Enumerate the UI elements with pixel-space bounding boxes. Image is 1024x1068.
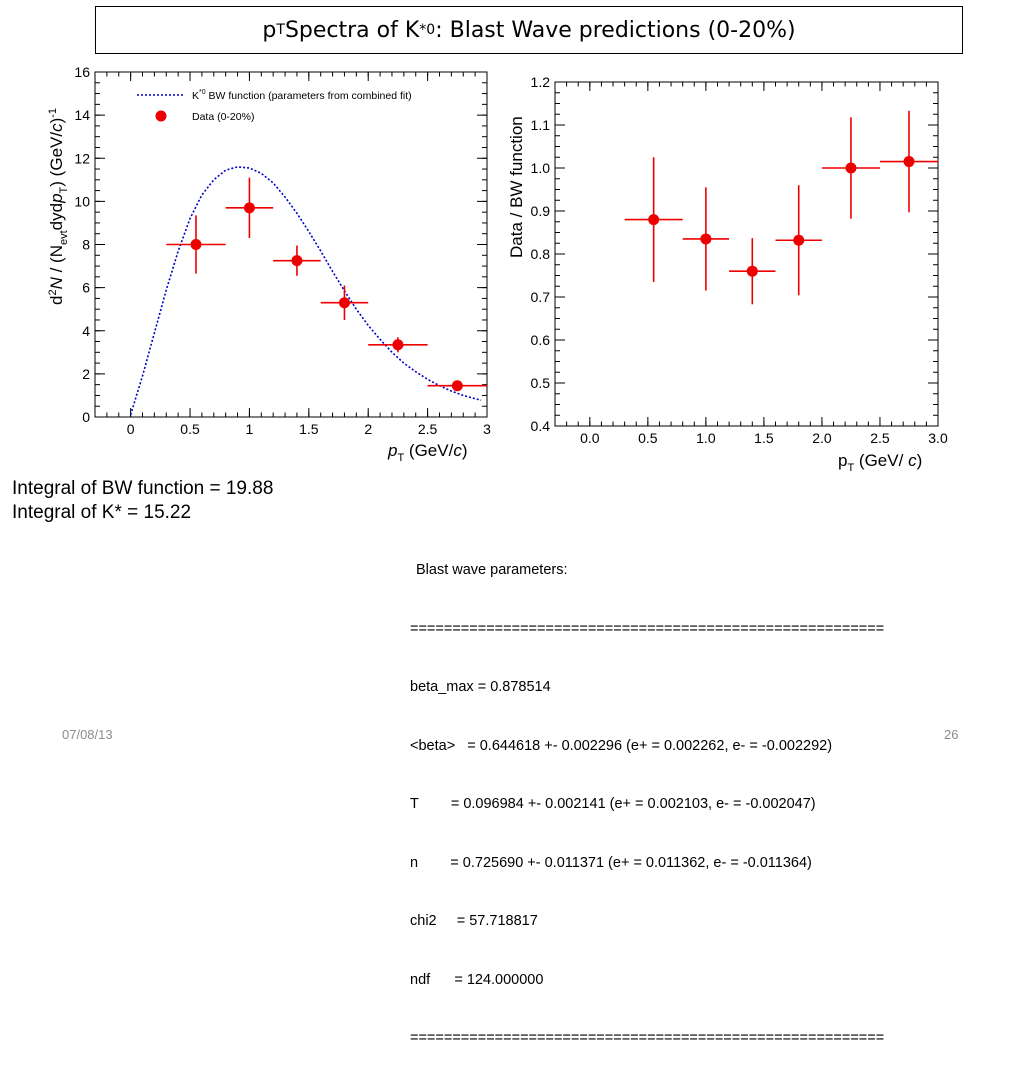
params-header: Blast wave parameters: <box>416 562 568 578</box>
legend-data-marker <box>155 110 167 122</box>
param-line: T = 0.096984 +- 0.002141 (e+ = 0.002103,… <box>410 796 816 812</box>
integrals-text: Integral of BW function = 19.88 Integral… <box>12 477 273 525</box>
bw-function-curve <box>129 166 482 416</box>
ratio-plot-frame <box>554 81 939 427</box>
data-marker <box>392 339 404 351</box>
title-mid: Spectra of K <box>284 17 420 43</box>
ratio-y-axis-title: Data / BW function <box>507 116 526 258</box>
ratio-chart: 0.0 0.5 1.0 1.5 2.0 2.5 3.0 0.4 0.5 0.6 0.7 0.8 0.9… <box>507 74 948 474</box>
x-tick-label: 0.5 <box>638 430 658 446</box>
y-tick-label: 2 <box>82 366 90 382</box>
data-marker <box>291 255 303 267</box>
x-tick-label: 3 <box>483 421 491 437</box>
x-tick-label: 2.5 <box>418 421 438 437</box>
y-tick-label: 10 <box>74 193 90 209</box>
integral-kstar: Integral of K* = 15.22 <box>12 502 192 523</box>
footer-page-number: 26 <box>944 727 959 742</box>
data-point <box>775 185 822 296</box>
y-tick-label: 1.2 <box>531 74 551 90</box>
data-point <box>682 187 730 291</box>
x-tick-label: 2.5 <box>870 430 890 446</box>
x-tick-label: 1 <box>246 421 254 437</box>
data-point <box>624 157 683 282</box>
x-tick-label: 2.0 <box>812 430 832 446</box>
data-point <box>166 215 226 274</box>
x-tick-label: 0.5 <box>180 421 200 437</box>
data-marker <box>700 233 712 245</box>
data-marker <box>648 214 660 226</box>
title-p-sub: T <box>276 22 285 38</box>
x-tick-label: 1.0 <box>696 430 716 446</box>
spectra-plot-frame <box>94 71 488 418</box>
x-tick-label: 2 <box>364 421 372 437</box>
data-point <box>427 380 487 392</box>
data-point <box>368 337 428 353</box>
title-p: p <box>262 17 277 43</box>
data-marker <box>903 156 915 168</box>
spectra-y-axis-title: d2N / (NevtdydpT) (GeV/c)-1 <box>47 108 70 305</box>
y-tick-label: 1.0 <box>531 160 551 176</box>
y-tick-label: 4 <box>82 323 90 339</box>
x-tick-label: 3.0 <box>928 430 948 446</box>
param-line: n = 0.725690 +- 0.011371 (e+ = 0.011362,… <box>410 854 812 871</box>
data-marker <box>338 297 350 309</box>
param-line: chi2 = 57.718817 <box>410 913 538 929</box>
x-tick-label: 1.5 <box>299 421 319 437</box>
data-point <box>821 117 880 219</box>
y-tick-label: 8 <box>82 237 90 253</box>
blast-wave-parameters: Blast wave parameters: =================… <box>410 522 884 1068</box>
data-point <box>273 245 321 276</box>
y-tick-label: 0.4 <box>531 418 551 434</box>
y-tick-label: 16 <box>74 64 90 80</box>
y-tick-label: 0.6 <box>531 332 551 348</box>
x-tick-label: 0 <box>127 421 135 437</box>
params-separator-top: ========================================… <box>410 620 885 637</box>
data-point <box>729 238 776 305</box>
y-tick-label: 12 <box>74 150 90 166</box>
param-line: <beta> = 0.644618 +- 0.002296 (e+ = 0.00… <box>410 737 833 754</box>
x-tick-label: 0.0 <box>580 430 600 446</box>
spectra-chart: 0 0.5 1 1.5 2 2.5 3 0 2 4 6 8 10 12 14 16 K*0 BW funct… <box>47 64 491 464</box>
y-tick-label: 0.7 <box>531 289 551 305</box>
x-tick-label: 1.5 <box>754 430 774 446</box>
data-marker <box>845 162 857 174</box>
data-point <box>320 285 369 320</box>
footer-date: 07/08/13 <box>62 727 113 742</box>
data-point <box>225 177 274 239</box>
legend-bw-label: K*0 BW function (parameters from combine… <box>192 89 412 102</box>
data-marker <box>190 239 202 250</box>
y-tick-label: 6 <box>82 280 90 296</box>
spectra-x-axis-title: pT (GeV/c) <box>387 441 468 464</box>
data-marker <box>243 202 255 214</box>
title-rest: : Blast Wave predictions (0-20%) <box>435 17 796 43</box>
legend-data-label: Data (0-20%) <box>192 111 254 123</box>
ratio-x-axis-title: pT (GeV/ c) <box>838 451 922 474</box>
param-line: ndf = 124.000000 <box>410 971 544 988</box>
integral-bw: Integral of BW function = 19.88 <box>12 478 274 499</box>
y-tick-label: 0.8 <box>531 246 551 262</box>
data-marker <box>793 234 805 246</box>
y-tick-label: 0.5 <box>531 375 551 391</box>
data-marker <box>746 265 758 277</box>
y-tick-label: 0 <box>82 409 90 425</box>
data-marker <box>451 380 463 392</box>
data-point <box>879 110 938 213</box>
y-tick-label: 0.9 <box>531 203 551 219</box>
y-tick-label: 14 <box>74 107 90 123</box>
title-sup: *0 <box>419 22 436 38</box>
param-line: beta_max = 0.878514 <box>410 679 551 695</box>
params-separator-bottom: ========================================… <box>410 1030 885 1046</box>
y-tick-label: 1.1 <box>531 117 551 133</box>
